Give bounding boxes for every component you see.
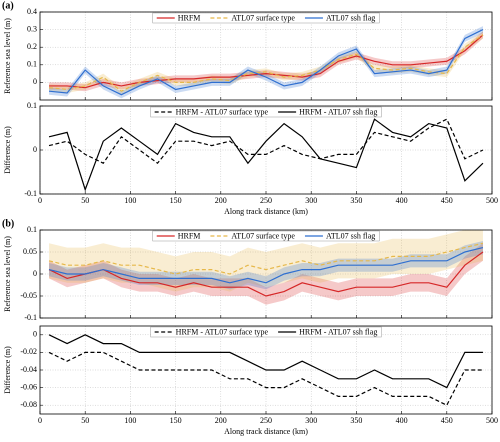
confidence-band	[49, 241, 483, 290]
y-tick-label: -0.05	[20, 291, 37, 300]
x-axis-label: Along track distance (km)	[224, 207, 308, 216]
x-tick-label: 150	[170, 416, 182, 425]
x-tick-label: 350	[350, 416, 362, 425]
series-line	[48, 34, 484, 92]
x-tick-label: 450	[441, 196, 453, 205]
y-axis-label: Reference sea level (m)	[3, 236, 12, 312]
plot-group	[48, 26, 484, 99]
plot-frame	[39, 11, 493, 101]
y-tick-label: -0.02	[20, 347, 37, 356]
series-line	[49, 34, 484, 89]
y-tick-label: -0.06	[20, 382, 37, 391]
y-tick-label: 0	[33, 330, 37, 339]
legend-box	[150, 106, 382, 118]
legend-label: HRFM	[178, 231, 201, 240]
x-tick-label: 300	[305, 196, 317, 205]
x-tick-label: 400	[396, 196, 408, 205]
plot-frame	[39, 229, 493, 319]
y-tick-label: 0	[33, 269, 37, 278]
y-tick-label: -0.1	[24, 189, 37, 198]
x-tick-label: 250	[260, 416, 272, 425]
series-line	[48, 247, 484, 284]
y-tick-label: -0.08	[20, 400, 37, 409]
series-line	[48, 251, 484, 297]
y-tick-label: 0.1	[27, 225, 37, 234]
series-line	[48, 351, 483, 406]
x-tick-label: 50	[81, 416, 89, 425]
y-tick-label: -0.1	[24, 313, 37, 322]
plot-frame	[39, 105, 493, 195]
x-tick-label: 50	[81, 196, 89, 205]
legend: HRFM ATL07 surface type ATL07 ssh flag	[152, 230, 380, 242]
legend-box	[152, 230, 380, 242]
series-line	[48, 118, 484, 192]
legend-label: HRFM - ATL07 surface type	[176, 107, 269, 116]
series-line	[48, 29, 484, 96]
legend-box	[152, 12, 380, 24]
y-tick-label: 0.4	[27, 7, 37, 16]
legend-label: ATL07 ssh flag	[326, 13, 375, 22]
legend: HRFM - ATL07 surface type HRFM - ATL07 ss…	[150, 326, 382, 338]
legend: HRFM - ATL07 surface type HRFM - ATL07 ss…	[150, 106, 382, 118]
x-tick-label: 250	[260, 196, 272, 205]
plot-group	[48, 334, 483, 406]
confidence-band	[49, 230, 483, 292]
x-tick-label: 400	[396, 416, 408, 425]
x-tick-label: 500	[486, 416, 498, 425]
y-tick-label: 0.05	[23, 247, 37, 256]
legend-label: ATL07 ssh flag	[326, 231, 375, 240]
legend-label: HRFM - ATL07 ssh flag	[299, 327, 377, 336]
x-tick-label: 0	[38, 416, 42, 425]
series-line	[48, 242, 484, 275]
y-tick-label: 0	[33, 77, 37, 86]
x-tick-label: 450	[441, 416, 453, 425]
x-tick-label: 100	[124, 416, 136, 425]
legend-label: ATL07 surface type	[231, 231, 295, 240]
y-tick-label: -0.04	[20, 365, 37, 374]
x-tick-label: 150	[170, 196, 182, 205]
y-axis-label: Reference sea level (m)	[3, 18, 12, 94]
legend-label: HRFM - ATL07 surface type	[176, 327, 269, 336]
x-tick-label: 0	[38, 196, 42, 205]
y-axis-label: Difference (m)	[3, 346, 12, 394]
y-tick-label: 0.2	[27, 42, 37, 51]
y-tick-label: 0.1	[27, 60, 37, 69]
y-tick-label: 0.3	[27, 24, 37, 33]
plot-group	[48, 230, 484, 305]
x-tick-label: 100	[124, 196, 136, 205]
x-tick-label: 500	[486, 196, 498, 205]
series-line	[48, 118, 484, 165]
legend: HRFM ATL07 surface type ATL07 ssh flag	[152, 12, 380, 24]
x-tick-label: 200	[215, 196, 227, 205]
x-tick-label: 200	[215, 416, 227, 425]
legend-label: HRFM - ATL07 ssh flag	[299, 107, 377, 116]
legend-label: ATL07 surface type	[231, 13, 295, 22]
plot-group	[48, 118, 484, 192]
panel-label: (b)	[2, 218, 14, 229]
x-tick-label: 300	[305, 416, 317, 425]
x-axis-label: Along track distance (km)	[224, 427, 308, 436]
legend-label: HRFM	[178, 13, 201, 22]
y-tick-label: 0.1	[27, 101, 37, 110]
plot-frame	[39, 325, 493, 415]
x-tick-label: 350	[350, 196, 362, 205]
y-tick-label: 0	[33, 145, 37, 154]
y-axis-label: Difference (m)	[3, 126, 12, 174]
legend-box	[150, 326, 382, 338]
confidence-band	[49, 243, 483, 305]
series-line	[48, 334, 483, 389]
panel-label: (a)	[2, 0, 14, 11]
